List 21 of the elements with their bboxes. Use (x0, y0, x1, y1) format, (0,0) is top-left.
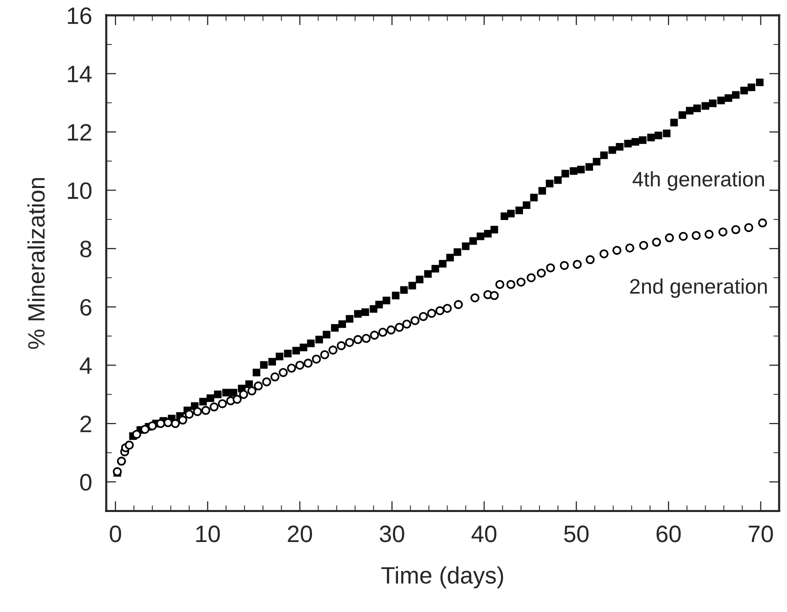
y-tick-label: 12 (68, 124, 92, 140)
y-tick-label: 0 (80, 474, 92, 491)
x-tick-label: 40 (472, 526, 496, 542)
y-tick-label: 14 (68, 66, 92, 82)
y-axis-title: % Mineralization (27, 178, 45, 349)
x-axis-title: Time (days) (381, 566, 504, 588)
x-tick-label: 0 (110, 526, 122, 542)
y-tick-label: 16 (68, 7, 92, 24)
y-tick-label: 2 (80, 416, 92, 432)
y-tick-label: 4 (80, 358, 92, 374)
x-tick-label: 10 (196, 526, 220, 542)
x-tick-label: 60 (656, 526, 681, 542)
series-label: 2nd generation (630, 278, 767, 298)
y-tick-label: 8 (80, 240, 92, 258)
x-tick-label: 20 (288, 526, 312, 542)
x-tick-label: 70 (748, 526, 773, 542)
y-tick-label: 10 (68, 182, 92, 200)
y-tick-label: 6 (80, 298, 92, 316)
x-tick-label: 50 (564, 526, 589, 542)
series-label: 4th generation (632, 171, 764, 191)
x-tick-label: 30 (380, 526, 404, 542)
